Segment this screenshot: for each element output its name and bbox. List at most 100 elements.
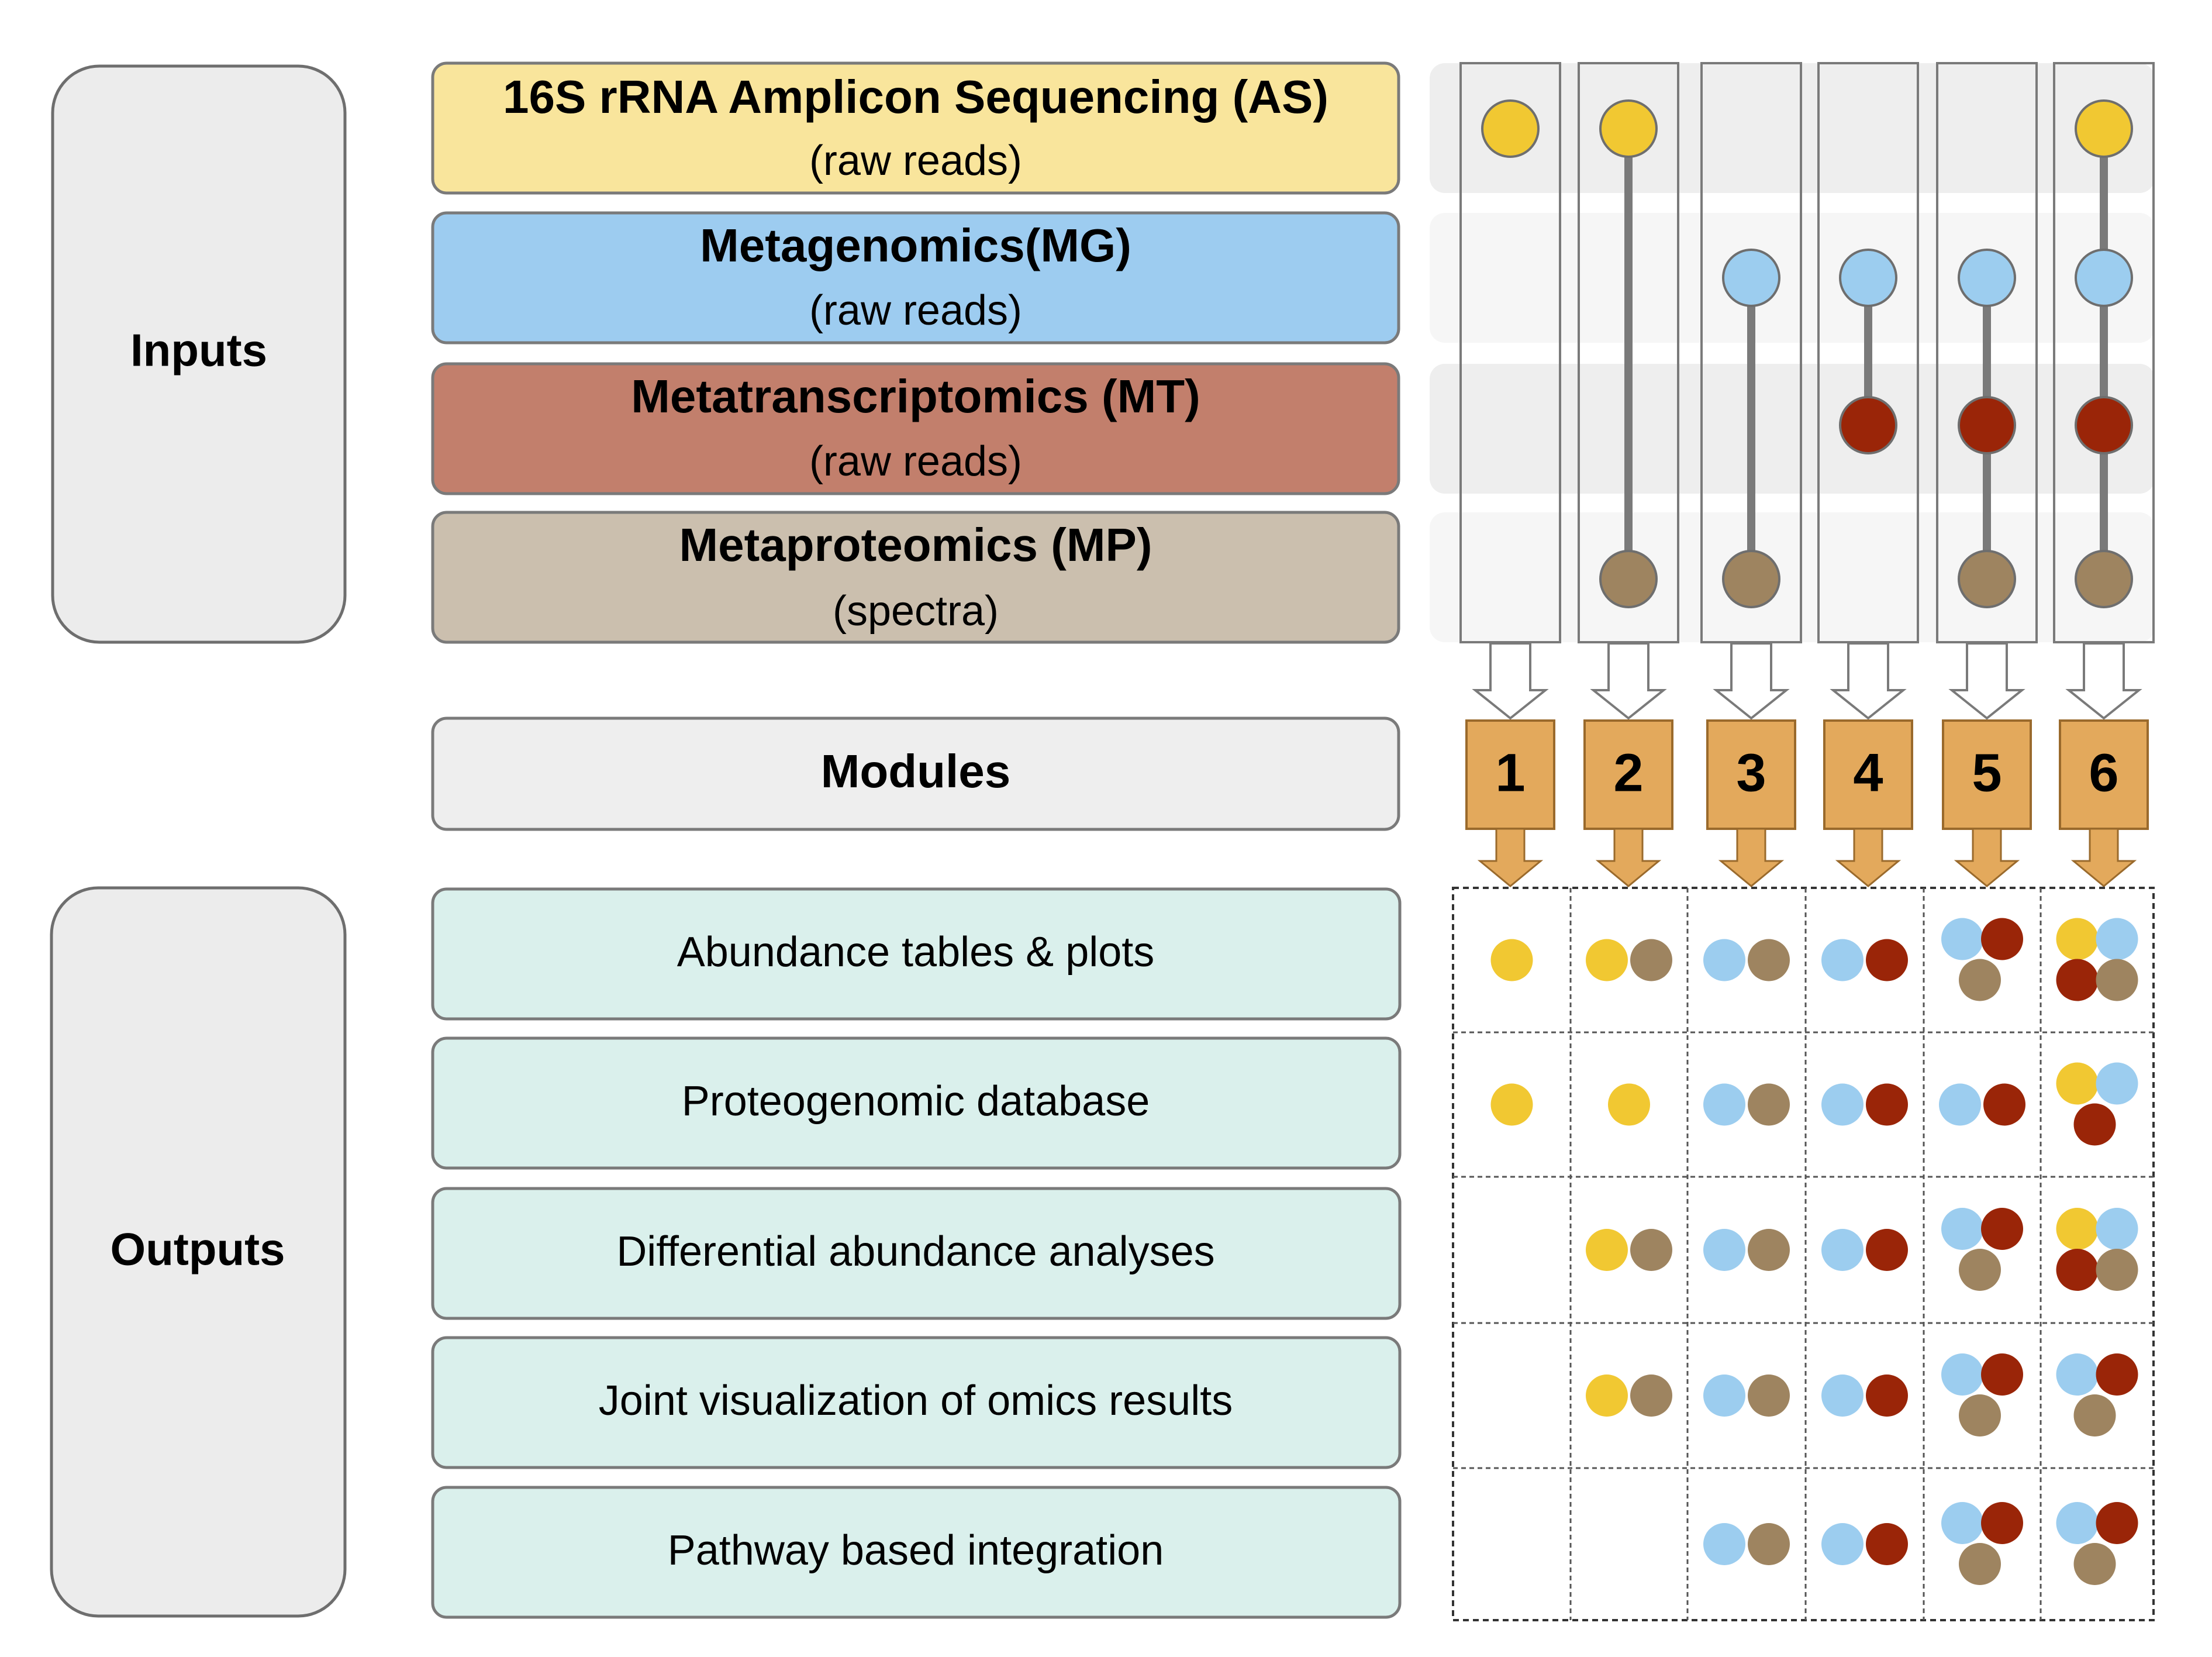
output-dot-MG	[1703, 1374, 1745, 1417]
module-number: 6	[2089, 743, 2118, 802]
output-dot-MG	[1821, 1229, 1864, 1271]
output-dot-MG	[1821, 1083, 1864, 1126]
input-dot-MP	[2075, 550, 2133, 608]
output-dot-AS	[1490, 1083, 1533, 1126]
input-dot-MG	[2075, 249, 2133, 307]
output-dot-AS	[1490, 939, 1533, 981]
output-dot-MG	[1941, 1353, 1983, 1396]
output-dot-MP	[1959, 1543, 2001, 1585]
output-box-bg	[431, 1336, 1402, 1469]
module-number: 5	[1972, 743, 2002, 802]
inputs-group-label: Inputs	[130, 325, 267, 376]
input-subtitle: (raw reads)	[809, 438, 1022, 485]
input-title: Metaproteomics (MP)	[679, 519, 1152, 571]
output-dot-MG	[2056, 1502, 2099, 1544]
module-row-band	[1430, 213, 2155, 343]
output-dot-MT	[1983, 1083, 2025, 1126]
output-dot-MG	[1941, 1502, 1983, 1544]
output-dot-AS	[1608, 1083, 1650, 1126]
down-arrow-solid	[1718, 828, 1785, 887]
module-badge	[2059, 719, 2149, 830]
output-label: Joint visualization of omics results	[599, 1377, 1233, 1424]
output-dot-MP	[1748, 1523, 1790, 1565]
module-column-4: 4	[1817, 62, 1919, 887]
output-label: Abundance tables & plots	[677, 929, 1155, 976]
output-grid-frame	[1452, 887, 2155, 1621]
input-subtitle: (raw reads)	[809, 287, 1022, 334]
modules-label: Modules	[821, 745, 1010, 797]
input-dot-MG	[1958, 249, 2016, 307]
output-grid	[1452, 887, 2155, 1621]
output-dot-MP	[1748, 939, 1790, 981]
output-box-bg	[431, 1486, 1402, 1619]
output-dot-MG	[1941, 1208, 1983, 1250]
output-dot-MG	[1821, 939, 1864, 981]
input-subtitle: (raw reads)	[809, 137, 1022, 184]
output-dot-MG	[1821, 1523, 1864, 1565]
output-dot-AS	[1586, 939, 1628, 981]
input-box-MG: Metagenomics(MG) (raw reads)	[431, 211, 1400, 345]
down-arrow-hollow	[2065, 642, 2142, 720]
output-dot-MP	[1959, 959, 2001, 1001]
output-dot-AS	[2056, 1208, 2099, 1250]
output-dot-MT	[1866, 1523, 1908, 1565]
input-dot-MT	[1839, 396, 1897, 454]
output-dot-MT	[1866, 1229, 1908, 1271]
output-dot-MP	[1630, 1229, 1672, 1271]
output-dot-MG	[1703, 939, 1745, 981]
output-dot-MG	[2096, 1208, 2138, 1250]
output-dot-MP	[1959, 1394, 2001, 1436]
output-dot-MG	[2096, 1062, 2138, 1105]
down-arrow-solid	[1835, 828, 1902, 887]
input-dot-MP	[1722, 550, 1780, 608]
module-number: 4	[1853, 743, 1883, 802]
output-dot-MT	[1981, 1353, 2023, 1396]
down-arrow-solid	[2070, 828, 2137, 887]
output-box-bg	[431, 1187, 1402, 1320]
output-dot-MP	[1748, 1374, 1790, 1417]
output-dot-MP	[1630, 939, 1672, 981]
output-label: Pathway based integration	[668, 1527, 1164, 1574]
output-box-bg	[431, 887, 1402, 1021]
down-arrow-solid	[1477, 828, 1544, 887]
output-box-bg	[431, 1036, 1402, 1170]
output-dot-AS	[2056, 1062, 2099, 1105]
output-label: Differential abundance analyses	[616, 1228, 1214, 1275]
output-dot-MP	[1959, 1249, 2001, 1291]
module-column-1: 1	[1459, 62, 1561, 887]
input-title: Metatranscriptomics (MT)	[631, 370, 1200, 422]
module-badge	[1823, 719, 1913, 830]
output-dot-MP	[2096, 1249, 2138, 1291]
output-dot-MG	[2056, 1353, 2099, 1396]
output-box-1: Proteogenomic database	[431, 1036, 1402, 1170]
module-badge	[1583, 719, 1673, 830]
module-row-band	[1430, 364, 2155, 494]
module-badge	[1465, 719, 1555, 830]
input-box-MT: Metatranscriptomics (MT) (raw reads)	[431, 362, 1400, 495]
input-dot-AS	[2075, 99, 2133, 158]
input-box-bg	[431, 362, 1400, 495]
output-dot-AS	[2056, 918, 2099, 960]
input-box-AS: 16S rRNA Amplicon Sequencing (AS) (raw r…	[431, 61, 1400, 195]
output-dot-MP	[2073, 1394, 2116, 1436]
input-dot-MG	[1722, 249, 1780, 307]
down-arrow-hollow	[1472, 642, 1549, 720]
output-dot-MG	[2096, 918, 2138, 960]
down-arrow-hollow	[1590, 642, 1667, 720]
module-row-band	[1430, 63, 2155, 193]
module-number: 3	[1736, 743, 1766, 802]
outputs-group-label: Outputs	[111, 1224, 285, 1275]
input-title: 16S rRNA Amplicon Sequencing (AS)	[503, 71, 1328, 123]
down-arrow-solid	[1954, 828, 2020, 887]
output-dot-MP	[2096, 959, 2138, 1001]
output-dot-MT	[2096, 1502, 2138, 1544]
output-dot-MT	[1981, 918, 2023, 960]
output-dot-MG	[1939, 1083, 1981, 1126]
output-box-0: Abundance tables & plots	[431, 887, 1402, 1021]
input-dot-AS	[1599, 99, 1658, 158]
output-dot-MT	[2096, 1353, 2138, 1396]
module-column-3: 3	[1700, 62, 1802, 887]
output-dot-MG	[1703, 1229, 1745, 1271]
module-badge	[1706, 719, 1796, 830]
input-dot-MT	[1958, 396, 2016, 454]
